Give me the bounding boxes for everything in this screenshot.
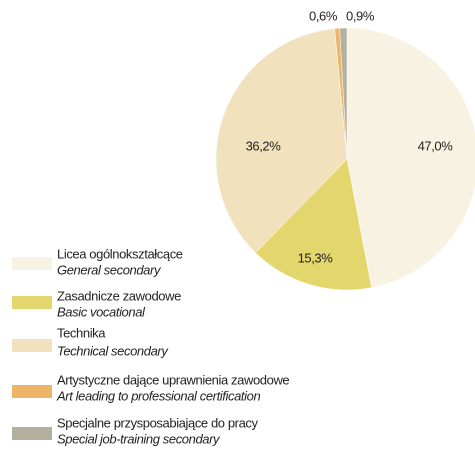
legend-label: Specjalne przysposabiające do pracy: [57, 415, 259, 430]
legend-label: Licea ogólnokształcące: [57, 246, 183, 261]
slice-label: 15,3%: [298, 250, 334, 265]
slice-label: 36,2%: [246, 138, 282, 153]
slice-label: 0,6%: [309, 8, 338, 23]
legend-sublabel: General secondary: [57, 262, 162, 277]
legend-sublabel: Technical secondary: [57, 343, 169, 358]
legend-swatch: [12, 385, 52, 398]
legend-swatch: [12, 257, 52, 270]
legend-swatch: [12, 296, 52, 309]
legend-label: Technika: [57, 325, 106, 340]
slice-label: 0,9%: [346, 8, 375, 23]
legend-label: Artystyczne dające uprawnienia zawodowe: [57, 372, 289, 387]
legend-sublabel: Special job-training secondary: [57, 431, 221, 446]
legend-swatch: [12, 339, 52, 352]
pie-slice: [255, 158, 372, 291]
pie-slice: [215, 28, 348, 254]
pie-slice: [346, 27, 475, 288]
legend-sublabel: Art leading to professional certificatio…: [56, 388, 260, 403]
pie-slice: [339, 27, 348, 160]
legend-sublabel: Basic vocational: [57, 304, 146, 319]
legend-label: Zasadnicze zawodowe: [57, 288, 181, 303]
legend-swatch: [12, 427, 52, 440]
slice-label: 47,0%: [418, 138, 454, 153]
